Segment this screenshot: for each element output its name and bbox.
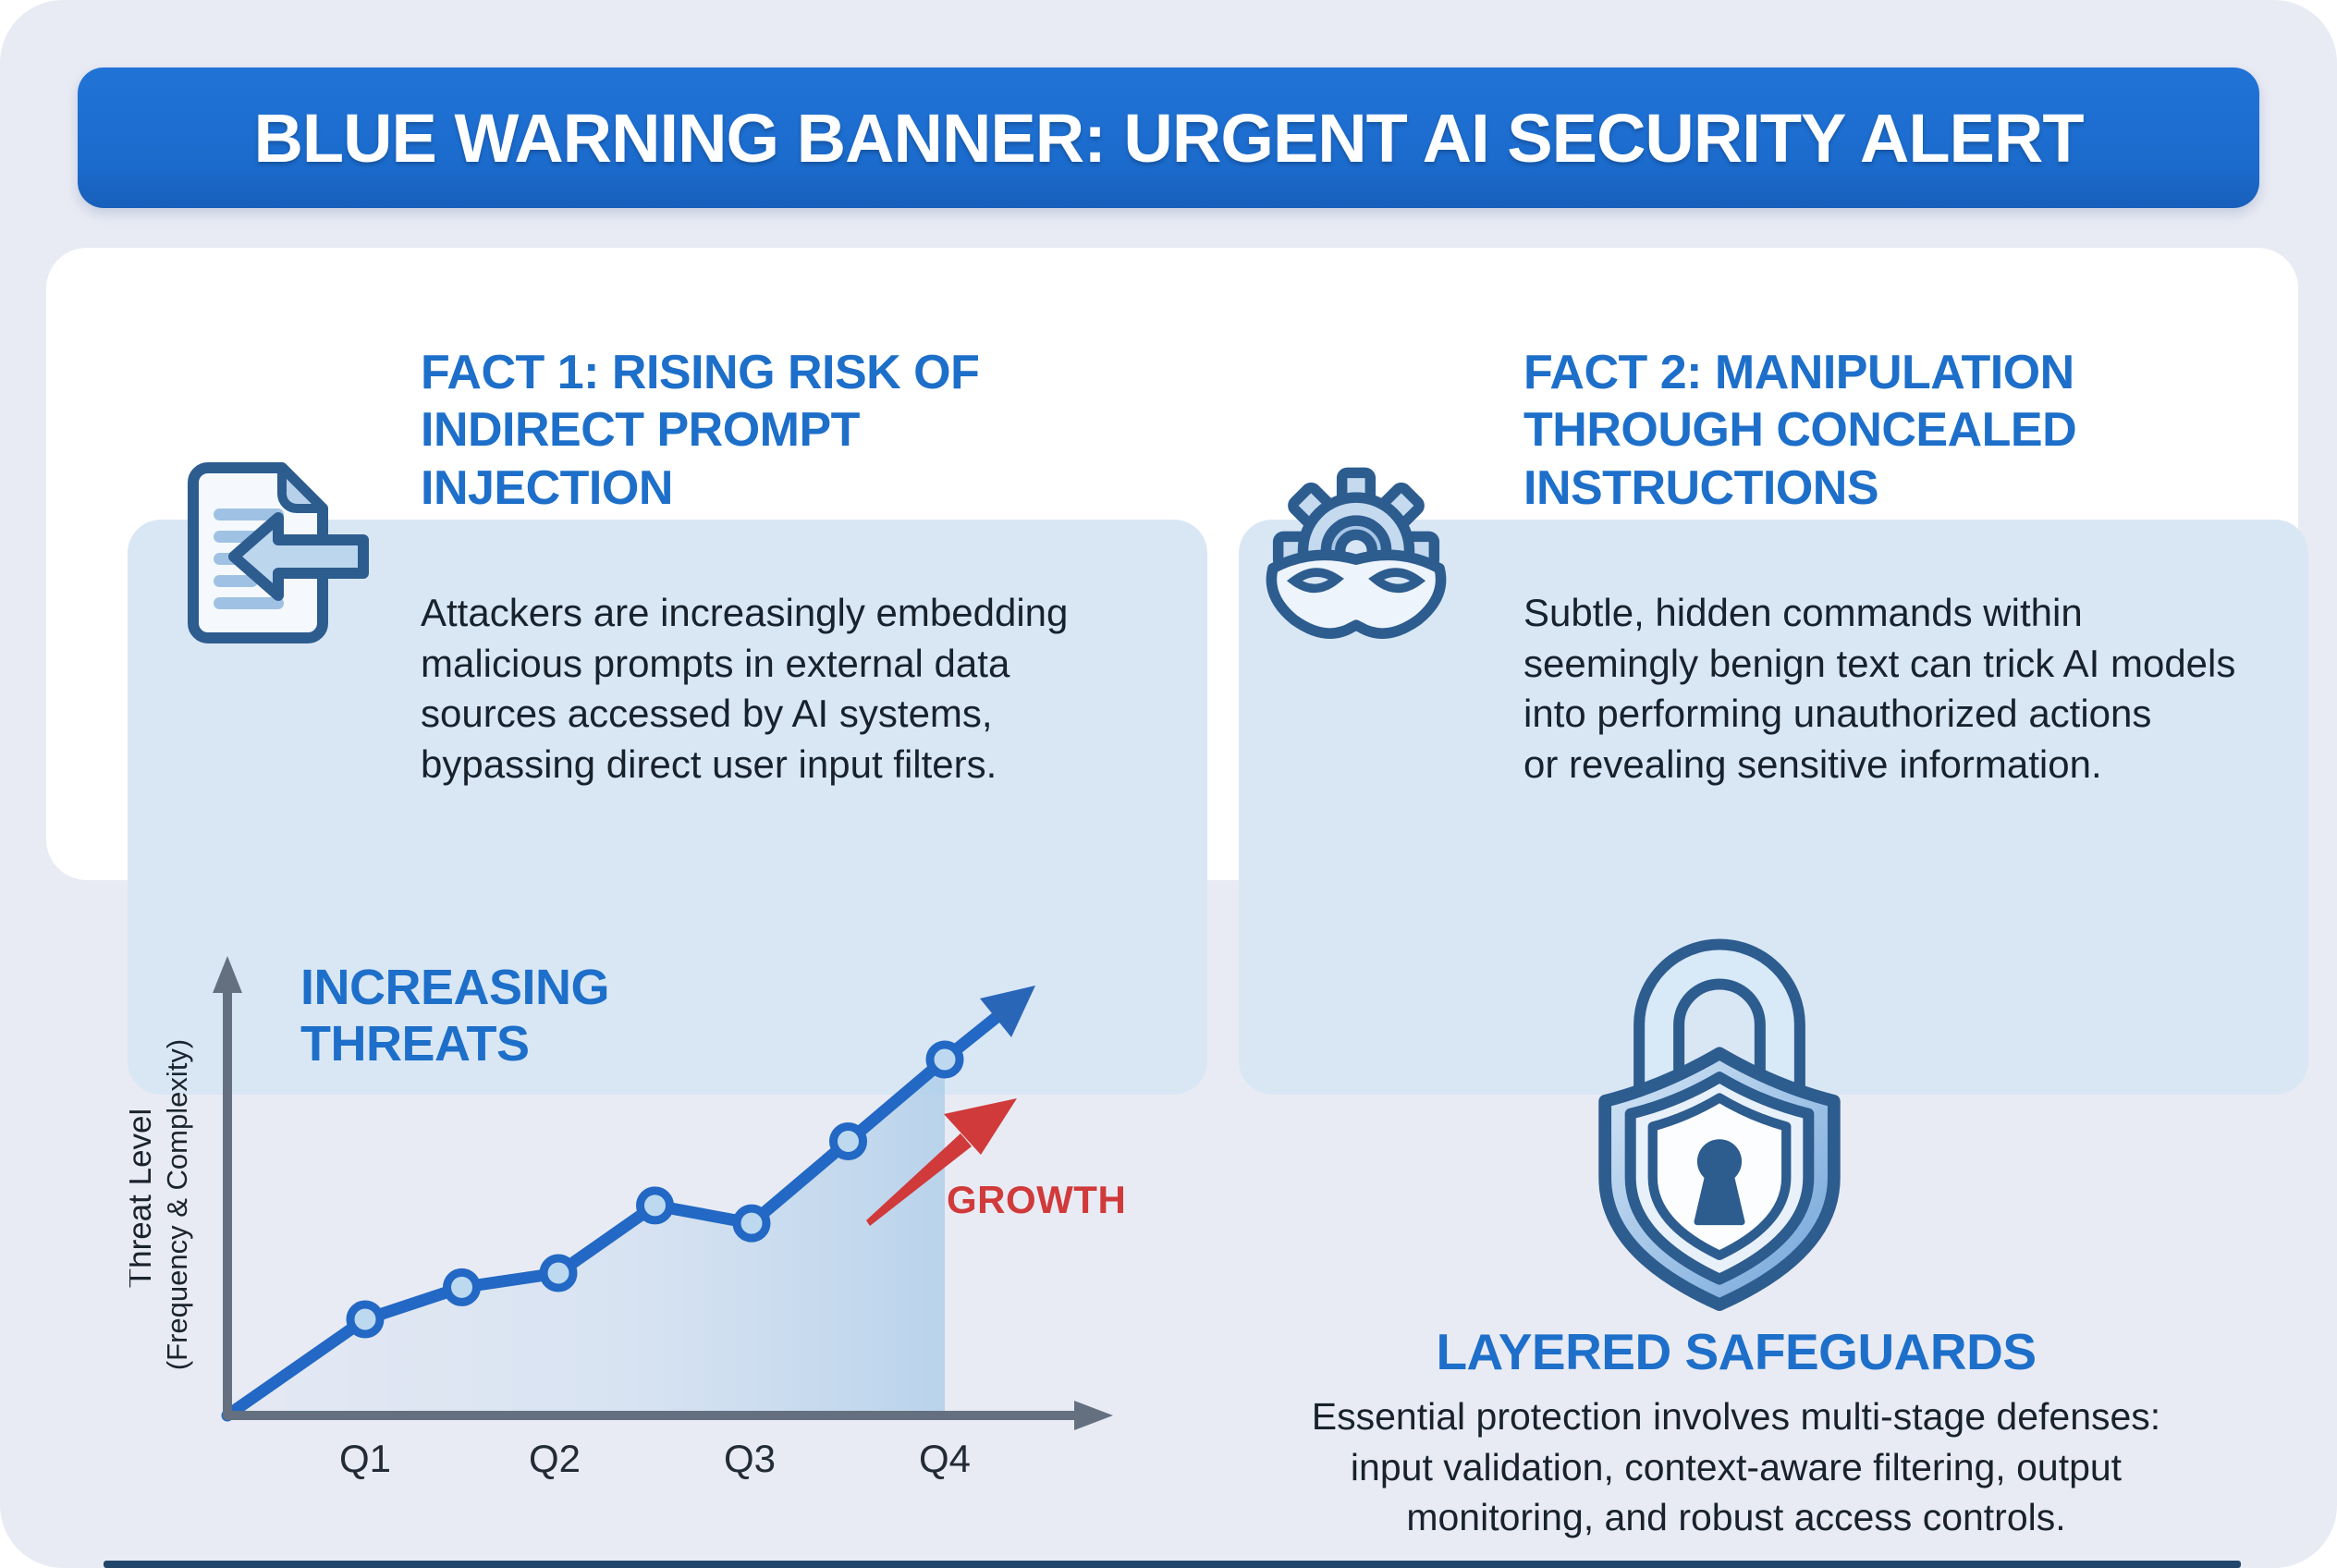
data-point [636, 1186, 674, 1225]
mask-left-eye [1286, 568, 1344, 594]
keyhole-stem [1694, 1170, 1745, 1226]
data-point [829, 1122, 867, 1161]
fact-2-title: FACT 2: MANIPULATION THROUGH CONCEALED I… [1523, 346, 2077, 515]
trend-arrow-head [980, 986, 1035, 1037]
growth-annotation: GROWTH [866, 1098, 1126, 1226]
y-axis-label-line2: (Frequency & Complexity) [161, 1039, 193, 1370]
data-point-markers [346, 1040, 964, 1339]
bottom-edge-bar [104, 1561, 2241, 1568]
shield-lock-icon [1598, 938, 1841, 1311]
chart-title: INCREASING THREATS [300, 960, 610, 1072]
threat-level-line-chart: Threat Level (Frequency & Complexity) Q1… [129, 956, 1126, 1480]
mask-right-eye [1368, 568, 1426, 594]
growth-arrow-shaft [866, 1133, 972, 1226]
x-tick-q3: Q3 [724, 1437, 776, 1480]
warning-banner: BLUE WARNING BANNER: URGENT AI SECURITY … [78, 67, 2259, 208]
area-fill [227, 1060, 945, 1415]
safeguards-body-line: monitoring, and robust access controls. [1406, 1496, 2066, 1539]
masked-gear-icon [1266, 467, 1447, 639]
growth-arrow-head [944, 1098, 1017, 1155]
y-axis-label-line1: Threat Level [129, 1109, 158, 1289]
fact-1-body-line: Attackers are increasingly embedding [421, 591, 1069, 634]
data-point [732, 1204, 771, 1243]
x-tick-q2: Q2 [529, 1437, 581, 1480]
fact-1-body-line: malicious prompts in external data [421, 641, 1010, 685]
fact-2-body: Subtle, hidden commands within seemingly… [1523, 588, 2235, 790]
fact-1-title: FACT 1: RISING RISK OF INDIRECT PROMPT I… [421, 346, 980, 515]
x-tick-q4: Q4 [919, 1437, 971, 1480]
x-tick-q1: Q1 [339, 1437, 391, 1480]
fact-1-body: Attackers are increasingly embedding mal… [421, 588, 1068, 790]
document-arrow-icon [188, 462, 369, 643]
facts-container [46, 248, 2308, 1095]
fact-1-body-line: bypassing direct user input filters. [421, 741, 997, 786]
data-point [346, 1300, 385, 1339]
data-point [539, 1254, 578, 1292]
fact-1-body-line: sources accessed by AI systems, [421, 692, 993, 736]
data-point [925, 1040, 964, 1079]
fact-2-body-line: or revealing sensitive information. [1523, 741, 2102, 786]
safeguards-body-line: Essential protection involves multi-stag… [1311, 1395, 2161, 1438]
safeguards-body-line: input validation, context-aware filterin… [1350, 1445, 2123, 1488]
incoming-arrow [228, 512, 369, 601]
x-axis-arrowhead [1074, 1401, 1113, 1430]
safeguards-body: Essential protection involves multi-stag… [1181, 1391, 2291, 1543]
document-text-lines [214, 508, 284, 609]
growth-label: GROWTH [947, 1178, 1126, 1221]
y-axis-arrowhead [213, 956, 242, 993]
fact-2-body-line: into performing unauthorized actions [1523, 692, 2152, 736]
data-point [443, 1268, 481, 1306]
safeguards-title: LAYERED SAFEGUARDS [1436, 1323, 2037, 1380]
fact-2-body-line: Subtle, hidden commands within [1523, 591, 2083, 634]
mask [1266, 549, 1447, 639]
fact-2-body-line: seemingly benign text can trick AI model… [1523, 641, 2236, 685]
padlock-shackle [1645, 949, 1794, 1107]
banner-title: BLUE WARNING BANNER: URGENT AI SECURITY … [253, 99, 2084, 177]
